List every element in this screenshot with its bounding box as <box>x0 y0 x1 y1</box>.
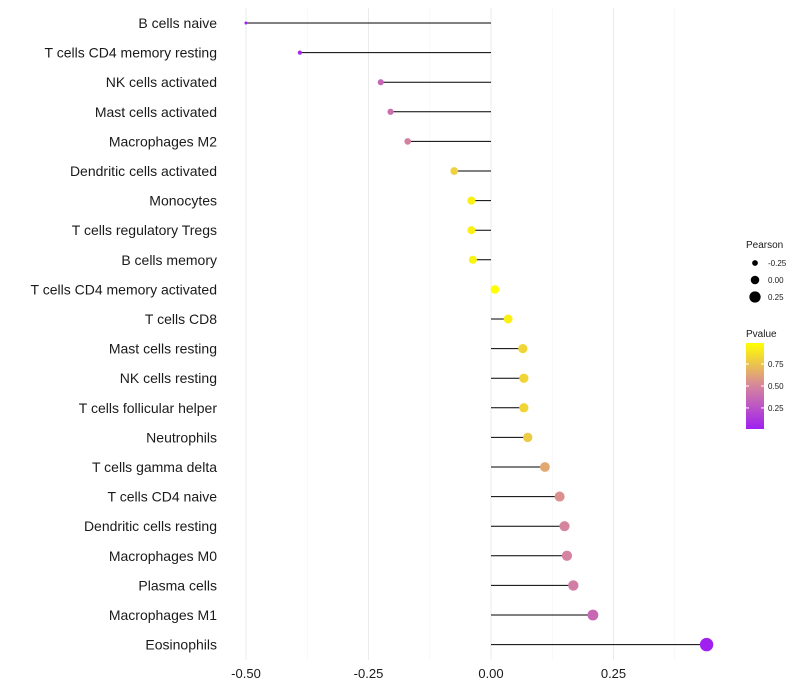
point <box>519 403 529 413</box>
size-legend-label: -0.25 <box>768 259 787 268</box>
point <box>540 462 550 472</box>
y-label: T cells regulatory Tregs <box>72 222 217 238</box>
x-tick-label: 0.00 <box>478 666 503 681</box>
size-legend-key <box>752 260 758 266</box>
point <box>387 108 394 115</box>
x-tick-label: -0.50 <box>231 666 261 681</box>
y-label: Mast cells resting <box>109 341 217 357</box>
point <box>519 373 529 383</box>
y-label: Monocytes <box>149 193 217 209</box>
y-axis-labels: B cells naive T cells CD4 memory resting N… <box>31 15 218 653</box>
y-label: Dendritic cells activated <box>70 163 217 179</box>
points <box>244 21 714 652</box>
y-label: T cells CD8 <box>145 311 217 327</box>
point <box>523 432 533 443</box>
color-legend: 0.75 0.50 0.25 <box>746 360 784 413</box>
y-label: NK cells activated <box>106 74 217 90</box>
point <box>377 79 384 86</box>
y-label: Plasma cells <box>138 577 217 593</box>
legend: Pearson -0.25 0.00 0.25 Pvalue 0.75 0.50 0.2… <box>746 240 787 429</box>
stems <box>246 22 707 646</box>
colorbar <box>746 343 764 429</box>
point <box>699 637 714 652</box>
point <box>559 521 570 532</box>
y-label: Macrophages M1 <box>109 607 217 623</box>
x-tick-label: 0.25 <box>601 666 626 681</box>
y-label: Macrophages M0 <box>109 548 217 564</box>
grid-lines <box>245 8 676 660</box>
point <box>518 343 528 354</box>
point <box>568 580 579 591</box>
y-label: T cells CD4 memory resting <box>45 45 217 61</box>
point <box>404 138 412 145</box>
x-axis-ticks: -0.50 -0.25 0.00 0.25 <box>231 666 626 681</box>
y-label: Neutrophils <box>146 429 217 445</box>
y-label: B cells memory <box>121 252 217 268</box>
y-label: Dendritic cells resting <box>84 518 217 534</box>
size-legend: -0.25 0.00 0.25 <box>749 259 787 303</box>
size-legend-key <box>750 275 760 285</box>
color-legend-label: 0.75 <box>768 360 784 369</box>
point <box>467 196 476 205</box>
size-legend-label: 0.00 <box>768 276 784 285</box>
legend-color-title: Pvalue <box>746 329 777 340</box>
x-tick-label: -0.25 <box>354 666 384 681</box>
point <box>554 491 565 502</box>
color-legend-label: 0.25 <box>768 404 784 413</box>
point <box>450 167 459 175</box>
y-label: Mast cells activated <box>95 104 217 120</box>
point <box>490 285 500 294</box>
y-label: NK cells resting <box>120 370 217 386</box>
color-legend-label: 0.50 <box>768 382 784 391</box>
point <box>244 21 248 25</box>
point <box>467 226 476 235</box>
size-legend-key <box>749 291 761 303</box>
size-legend-label: 0.25 <box>768 293 784 302</box>
y-label: T cells CD4 naive <box>108 489 218 505</box>
legend-size-title: Pearson <box>746 240 783 251</box>
y-label: T cells follicular helper <box>79 400 218 416</box>
point <box>587 609 599 621</box>
y-label: T cells gamma delta <box>92 459 217 475</box>
y-label: T cells CD4 memory activated <box>31 281 217 297</box>
point <box>561 550 573 561</box>
y-label: Macrophages M2 <box>109 133 217 149</box>
point <box>297 50 303 55</box>
point <box>468 255 477 264</box>
y-label: Eosinophils <box>145 637 217 653</box>
point <box>503 314 513 324</box>
y-label: B cells naive <box>138 15 217 31</box>
